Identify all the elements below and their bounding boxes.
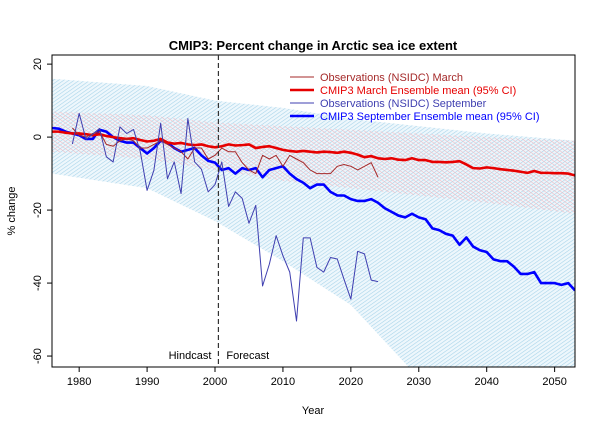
- plot-frame: [51, 54, 576, 368]
- march-observations-line: [72, 127, 379, 178]
- y-tick-label: -20: [32, 202, 44, 218]
- september-observations-line: [71, 112, 379, 322]
- y-tick-label: -40: [32, 275, 44, 291]
- x-axis-label: Year: [302, 405, 325, 417]
- y-tick-label: 0: [32, 134, 44, 140]
- x-tick-label: 2000: [203, 376, 227, 388]
- y-tick-label: -60: [32, 348, 44, 364]
- x-tick-label: 2040: [474, 376, 498, 388]
- legend-entry: Observations (NSIDC) March: [320, 72, 463, 84]
- y-tick-label: 20: [32, 58, 44, 70]
- x-tick-label: 2020: [339, 376, 363, 388]
- x-tick-label: 2010: [271, 376, 295, 388]
- legend-entry: Observations (NSIDC) September: [320, 98, 487, 110]
- march-ci-band: [52, 111, 575, 214]
- x-tick-label: 1990: [135, 376, 159, 388]
- forecast-label: Forecast: [226, 350, 269, 362]
- x-tick-label: 2050: [542, 376, 566, 388]
- x-tick-label: 2030: [407, 376, 431, 388]
- x-tick-label: 1980: [67, 376, 91, 388]
- y-axis-label: % change: [6, 187, 18, 236]
- legend-entry: CMIP3 March Ensemble mean (95% CI): [320, 85, 516, 97]
- chart-title: CMIP3: Percent change in Arctic sea ice …: [169, 38, 458, 53]
- march-ensemble-mean-line: [52, 130, 575, 177]
- legend-entry: CMIP3 September Ensemble mean (95% CI): [320, 111, 539, 123]
- hindcast-label: Hindcast: [169, 350, 212, 362]
